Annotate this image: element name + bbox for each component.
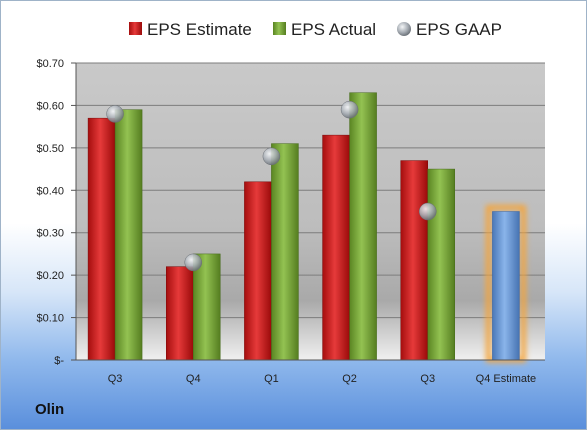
bar-eps-estimate xyxy=(400,160,428,361)
bar-eps-actual xyxy=(271,143,299,361)
bar-eps-estimate xyxy=(244,181,272,361)
bar-eps-actual xyxy=(349,92,377,361)
marker-eps-gaap xyxy=(340,100,359,119)
grid-lines xyxy=(76,62,545,361)
y-tick-label: $0.30 xyxy=(36,228,64,240)
y-tick-label: $0.40 xyxy=(36,185,64,197)
bar-q4-estimate xyxy=(492,211,520,361)
legend-label-eps-actual: EPS Actual xyxy=(291,20,376,39)
marker-eps-gaap xyxy=(419,202,437,221)
x-tick-label: Q1 xyxy=(264,373,279,385)
marker-eps-gaap xyxy=(184,253,202,272)
x-axis: Q3 Q4 Q1 Q2 Q3 Q4 Estimate xyxy=(76,359,545,385)
legend-swatch-eps-estimate xyxy=(129,22,142,35)
bar-eps-actual xyxy=(427,168,455,361)
y-tick-label: $0.70 xyxy=(36,58,64,70)
bar-eps-estimate xyxy=(166,266,194,361)
y-axis: $- $0.10 $0.20 $0.30 $0.40 $0.50 $0.60 $0.70 xyxy=(36,58,77,367)
bar-eps-estimate xyxy=(322,134,350,361)
legend: EPS Estimate EPS Actual EPS GAAP xyxy=(129,20,502,39)
y-tick-label: $0.50 xyxy=(36,143,64,155)
y-tick-label: $0.20 xyxy=(36,270,64,282)
x-tick-label: Q3 xyxy=(420,373,435,385)
x-tick-label: Q4 Estimate xyxy=(476,373,537,385)
marker-eps-gaap xyxy=(262,147,281,166)
bars xyxy=(87,92,526,363)
y-tick-label: $0.10 xyxy=(36,313,64,325)
x-tick-label: Q3 xyxy=(108,373,123,385)
gaap-markers xyxy=(106,100,437,272)
legend-label-eps-estimate: EPS Estimate xyxy=(147,20,252,39)
legend-marker-eps-gaap xyxy=(397,22,411,36)
y-tick-label: $0.60 xyxy=(36,100,64,112)
x-tick-label: Q2 xyxy=(342,373,357,385)
x-tick-label: Q4 xyxy=(186,373,201,385)
y-tick-label: $- xyxy=(54,355,64,367)
bar-eps-actual xyxy=(193,253,221,361)
marker-eps-gaap xyxy=(106,105,124,123)
bar-eps-estimate xyxy=(87,117,116,361)
legend-swatch-eps-actual xyxy=(273,22,286,35)
company-name: Olin xyxy=(35,401,65,418)
bar-eps-actual xyxy=(114,109,143,361)
plot-area xyxy=(76,63,545,360)
legend-label-eps-gaap: EPS GAAP xyxy=(416,20,502,39)
